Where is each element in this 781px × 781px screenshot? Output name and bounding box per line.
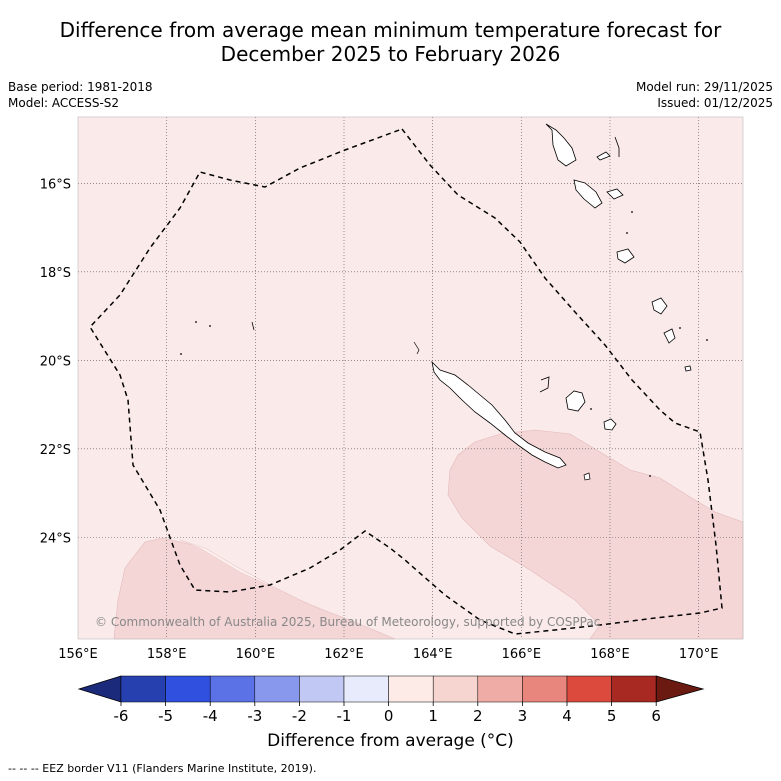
colorbar-tick-label: 6 [651, 707, 661, 725]
meta-right: Model run: 29/11/2025 Issued: 01/12/2025 [636, 79, 773, 111]
colorbar-swatch [388, 675, 434, 703]
colorbar-tick-label: -4 [203, 707, 218, 725]
colorbar-swatch [299, 675, 345, 703]
title-line-1: Difference from average mean minimum tem… [59, 18, 722, 42]
lat-tick-label: 20°S [40, 354, 71, 369]
gridlines [78, 117, 743, 639]
ambae-island [596, 151, 611, 161]
colorbar-swatch [432, 675, 479, 703]
map-frame [77, 116, 744, 640]
efate-island [616, 248, 635, 264]
colorbar-swatch [477, 675, 523, 703]
colorbar-tick-label: 3 [518, 707, 528, 725]
colorbar-swatch [165, 675, 211, 703]
erromango-island [651, 297, 668, 315]
lon-tick-label: 170°E [679, 647, 719, 662]
lat-tick-label: 22°S [40, 443, 71, 458]
colorbar-extend-low [77, 675, 122, 703]
lon-tick-label: 162°E [324, 647, 364, 662]
colorbar-tick-label: 5 [607, 707, 617, 725]
islet-7 [631, 211, 633, 213]
ambrym-island [606, 188, 624, 200]
copyright-notice: © Commonwealth of Australia 2025, Bureau… [95, 615, 600, 629]
colorbar-tick-label: 4 [562, 707, 572, 725]
colorbar-swatch [611, 675, 657, 703]
colorbar-tick-label: -1 [337, 707, 352, 725]
colorbar-label: Difference from average (°C) [267, 731, 514, 751]
colorbar-tick-label: 2 [473, 707, 483, 725]
title-line-2: December 2025 to February 2026 [220, 42, 561, 66]
colorbar-tick-label: -2 [292, 707, 307, 725]
eez-footnote: -- -- -- EEZ border V11 (Flanders Marine… [8, 762, 317, 775]
colorbar-tick-label: -3 [247, 707, 262, 725]
islet-9 [590, 408, 592, 410]
lat-tick-label: 16°S [40, 177, 71, 192]
islet-3 [180, 353, 182, 355]
lon-tick-label: 160°E [236, 647, 276, 662]
lifou-island [565, 390, 586, 412]
colorbar-swatch [566, 675, 612, 703]
isle-of-pines [583, 472, 591, 481]
chart-title: Difference from average mean minimum tem… [0, 18, 781, 66]
lat-tick-label: 24°S [40, 531, 71, 546]
model-run: Model run: 29/11/2025 [635, 80, 773, 94]
model-name: Model: ACCESS-S2 [8, 96, 120, 110]
colorbar-extend-high [655, 675, 705, 703]
colorbar-tick-label: -6 [114, 707, 129, 725]
lon-tick-label: 166°E [502, 647, 542, 662]
colorbar-swatch [254, 675, 300, 703]
aneityum-island [684, 365, 692, 372]
islet-8 [626, 232, 628, 234]
base-period: Base period: 1981-2018 [8, 80, 153, 94]
islet-4 [706, 339, 708, 341]
colorbar-swatch [120, 675, 166, 703]
lon-tick-label: 164°E [413, 647, 453, 662]
belep-islands [413, 341, 420, 355]
espiritu-santo-island [545, 123, 577, 167]
lon-tick-label: 158°E [147, 647, 187, 662]
lon-tick-label: 156°E [58, 647, 98, 662]
islet-5 [679, 327, 681, 329]
colorbar-swatch [343, 675, 389, 703]
lat-tick-label: 18°S [40, 266, 71, 281]
colorbar: -6 -5 -4 -3 -2 -1 0 1 2 3 4 5 6 [77, 675, 705, 725]
maewo-island [614, 136, 620, 157]
new-caledonia-island [431, 360, 567, 469]
colorbar-swatch [522, 675, 568, 703]
colorbar-tick-label: 0 [384, 707, 394, 725]
tanna-island [663, 328, 676, 344]
lon-tick-label: 168°E [590, 647, 630, 662]
islet-6 [649, 475, 651, 477]
meta-left: Base period: 1981-2018 Model: ACCESS-S2 [8, 79, 153, 111]
colorbar-tick-label: -5 [158, 707, 173, 725]
ouvea-island [539, 376, 550, 393]
chesterfield-reef [251, 321, 255, 331]
colorbar-swatch [209, 675, 256, 703]
issued-date: Issued: 01/12/2025 [657, 96, 773, 110]
colorbar-tick-label: 1 [428, 707, 438, 725]
islet-1 [195, 321, 197, 323]
near-zero-region [179, 539, 396, 640]
axis-labels: 156°E 158°E 160°E 162°E 164°E 166°E 168°E 170°E… [40, 177, 719, 662]
malakula-island [573, 179, 603, 209]
islet-2 [209, 325, 211, 327]
eez-border [89, 128, 723, 635]
mare-island [603, 418, 617, 431]
